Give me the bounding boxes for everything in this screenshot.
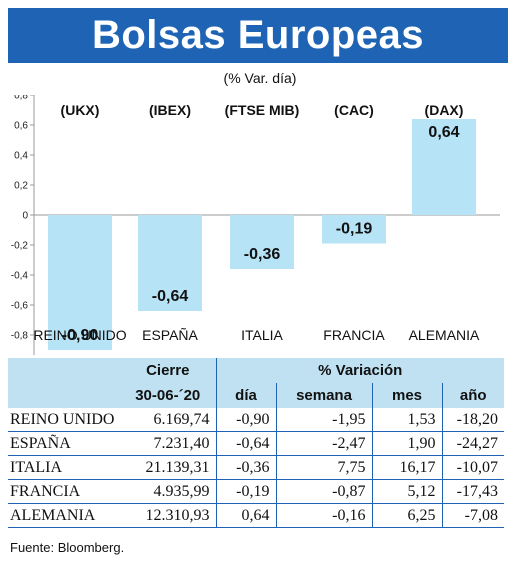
category-label: ALEMANIA	[409, 327, 480, 343]
bar-value-label: -0,19	[336, 221, 373, 238]
cell-dia: -0,36	[215, 455, 276, 480]
cell-semana: -1,95	[275, 408, 372, 432]
y-tick-label: 0,6	[14, 121, 28, 132]
cell-mes: 1,53	[371, 408, 442, 432]
bar	[322, 215, 386, 244]
bar	[48, 215, 112, 350]
bar-chart: 0,80,60,40,20-0,2-0,4-0,6-0,8-1,0(UKX)(I…	[11, 95, 500, 355]
cell-name: REINO UNIDO	[8, 408, 120, 432]
source-note: Fuente: Bloomberg.	[10, 540, 125, 555]
cell-cierre: 21.139,31	[120, 455, 216, 480]
bar	[230, 215, 294, 269]
cell-semana: -2,47	[275, 431, 372, 456]
cell-semana: -0,16	[275, 503, 372, 528]
cell-name: ESPAÑA	[8, 431, 120, 456]
bar-value-label: -0,64	[152, 288, 189, 305]
cell-semana: -0,87	[275, 479, 372, 504]
y-tick-label: 0,2	[14, 181, 28, 192]
ticker-label: (UKX)	[61, 102, 100, 118]
header-dia: día	[215, 383, 276, 408]
y-tick-label: -0,2	[11, 241, 29, 252]
cell-name: FRANCIA	[8, 479, 120, 504]
page-title: Bolsas Europeas	[91, 13, 425, 57]
ticker-label: (DAX)	[425, 102, 464, 118]
ticker-label: (IBEX)	[149, 102, 191, 118]
bar-value-label: 0,64	[428, 124, 459, 141]
bar-value-label: -0,90	[62, 327, 99, 344]
cell-mes: 6,25	[371, 503, 442, 528]
table-row: ITALIA 21.139,31 -0,36 7,75 16,17 -10,07	[8, 455, 504, 480]
category-label: ITALIA	[241, 327, 283, 343]
y-tick-label: -0,6	[11, 301, 29, 312]
table-row: ESPAÑA 7.231,40 -0,64 -2,47 1,90 -24,27	[8, 431, 504, 456]
cell-anio: -17,43	[441, 479, 504, 504]
ticker-label: (CAC)	[334, 102, 374, 118]
cell-cierre: 7.231,40	[120, 431, 216, 456]
cell-semana: 7,75	[275, 455, 372, 480]
cell-mes: 1,90	[371, 431, 442, 456]
header-cierre: Cierre	[146, 362, 190, 379]
cell-anio: -18,20	[441, 408, 504, 432]
category-label: ESPAÑA	[142, 327, 198, 343]
y-tick-label: 0,8	[14, 95, 28, 102]
title-banner: Bolsas Europeas	[8, 8, 508, 63]
cell-mes: 16,17	[371, 455, 442, 480]
table-row: ALEMANIA 12.310,93 0,64 -0,16 6,25 -7,08	[8, 503, 504, 528]
cell-dia: -0,90	[215, 408, 276, 432]
cell-name: ITALIA	[8, 455, 120, 480]
cell-cierre: 6.169,74	[120, 408, 216, 432]
y-tick-label: 0,4	[14, 151, 28, 162]
cell-dia: -0,64	[215, 431, 276, 456]
header-date: 30-06-´20	[135, 387, 201, 404]
chart-subtitle: (% Var. día)	[223, 70, 297, 86]
category-label: REINO UNIDO	[33, 327, 126, 343]
cell-dia: 0,64	[215, 503, 276, 528]
cell-cierre: 12.310,93	[120, 503, 216, 528]
header-anio: año	[441, 383, 504, 408]
table-row: REINO UNIDO 6.169,74 -0,90 -1,95 1,53 -18,20	[8, 408, 504, 432]
quotes-table: Cierre % Variación 30-06-´20 día semana …	[8, 358, 504, 528]
cell-name: ALEMANIA	[8, 503, 120, 528]
y-tick-label: 0	[22, 211, 28, 222]
cell-anio: -7,08	[441, 503, 504, 528]
header-semana: semana	[275, 383, 372, 408]
y-tick-label: -0,8	[11, 331, 29, 342]
cell-dia: -0,19	[215, 479, 276, 504]
bar-value-label: -0,36	[244, 246, 281, 263]
header-mes: mes	[371, 383, 442, 408]
bar	[138, 215, 202, 311]
cell-mes: 5,12	[371, 479, 442, 504]
y-tick-label: -0,4	[11, 271, 29, 282]
cell-cierre: 4.935,99	[120, 479, 216, 504]
table-row: FRANCIA 4.935,99 -0,19 -0,87 5,12 -17,43	[8, 479, 504, 504]
cell-anio: -24,27	[441, 431, 504, 456]
cell-anio: -10,07	[441, 455, 504, 480]
ticker-label: (FTSE MIB)	[225, 102, 300, 118]
header-variacion: % Variación	[215, 358, 504, 383]
category-label: FRANCIA	[323, 327, 385, 343]
bar	[412, 119, 476, 215]
